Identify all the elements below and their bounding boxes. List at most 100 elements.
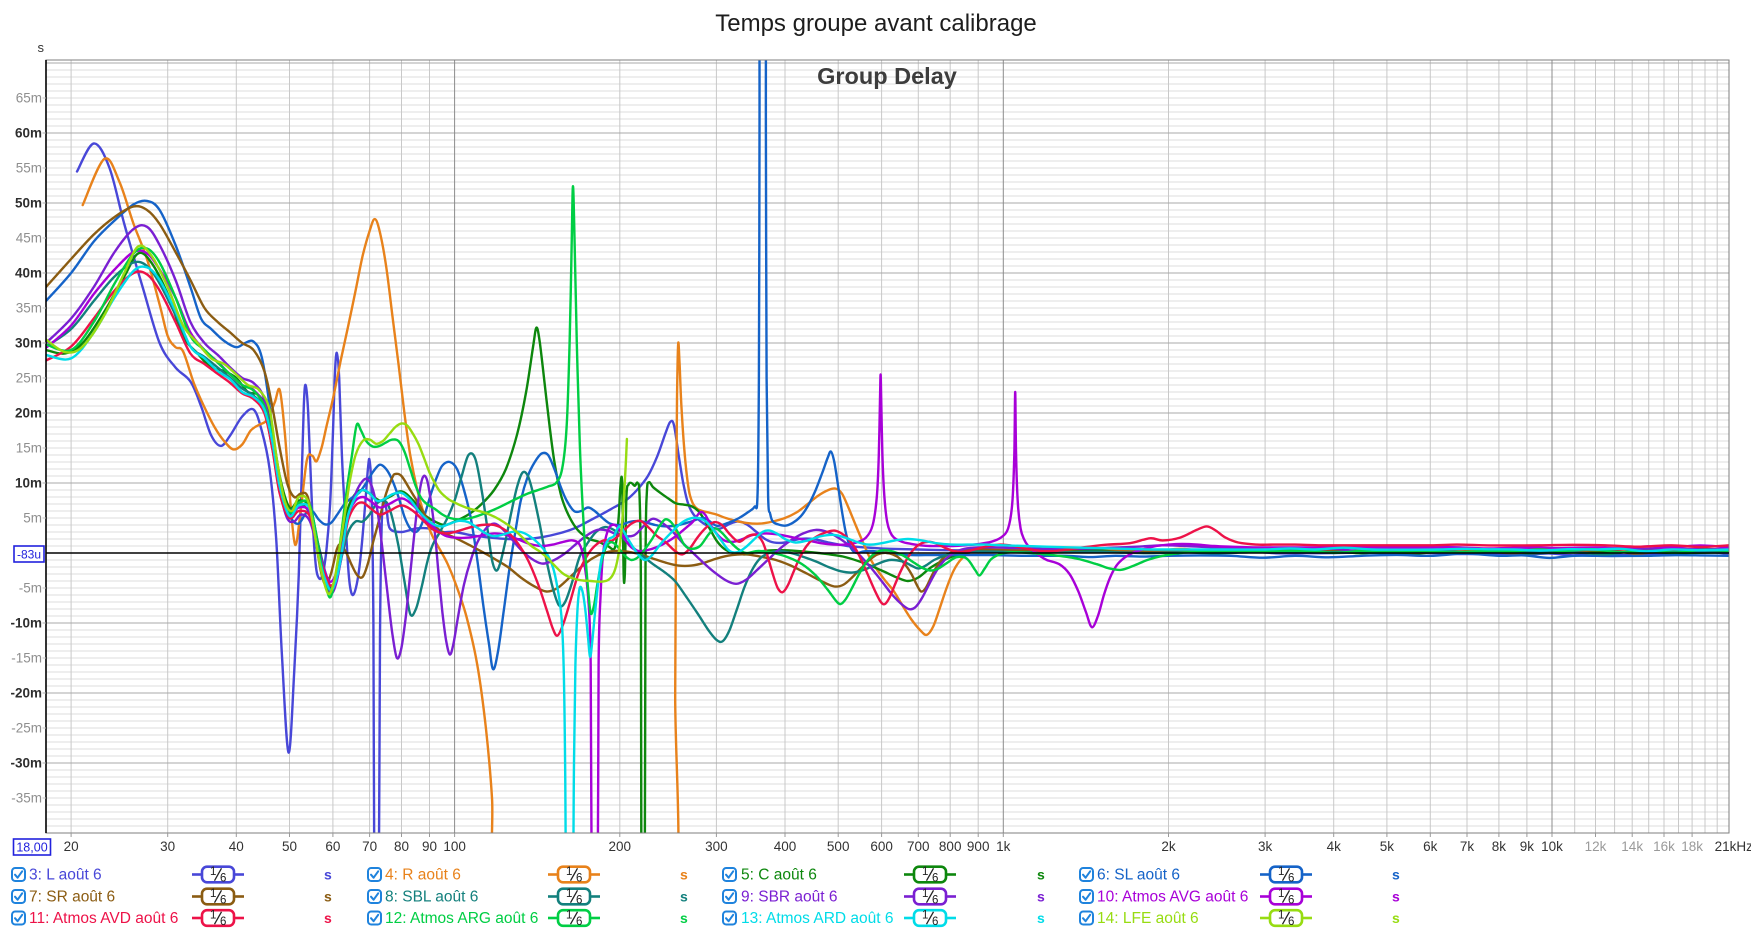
svg-text:60: 60 bbox=[325, 839, 340, 854]
svg-text:45m: 45m bbox=[16, 231, 42, 246]
svg-text:s: s bbox=[680, 888, 688, 904]
svg-text:600: 600 bbox=[870, 839, 893, 854]
svg-text:30: 30 bbox=[160, 839, 175, 854]
svg-text:Group Delay: Group Delay bbox=[817, 63, 957, 89]
svg-text:5k: 5k bbox=[1380, 839, 1395, 854]
svg-text:12k: 12k bbox=[1585, 839, 1607, 854]
svg-text:10: Atmos AVG août 6: 10: Atmos AVG août 6 bbox=[1097, 888, 1248, 905]
svg-text:10k: 10k bbox=[1541, 839, 1563, 854]
svg-text:s: s bbox=[1392, 866, 1400, 882]
svg-text:55m: 55m bbox=[16, 161, 42, 176]
svg-text:3k: 3k bbox=[1258, 839, 1273, 854]
svg-text:15m: 15m bbox=[16, 441, 42, 456]
svg-text:8: SBL août 6: 8: SBL août 6 bbox=[385, 888, 478, 905]
svg-text:3: L août 6: 3: L août 6 bbox=[29, 866, 102, 883]
svg-text:11: Atmos AVD août 6: 11: Atmos AVD août 6 bbox=[29, 910, 178, 927]
svg-text:1: 1 bbox=[210, 888, 216, 900]
svg-text:6: 6 bbox=[1288, 916, 1294, 928]
svg-text:65m: 65m bbox=[16, 91, 42, 106]
svg-text:1: 1 bbox=[210, 910, 216, 922]
svg-text:7: SR août 6: 7: SR août 6 bbox=[29, 888, 115, 905]
svg-text:20m: 20m bbox=[15, 406, 42, 421]
svg-text:s: s bbox=[1037, 888, 1045, 904]
svg-text:s: s bbox=[38, 40, 45, 55]
svg-text:200: 200 bbox=[609, 839, 632, 854]
svg-text:1: 1 bbox=[922, 866, 928, 878]
svg-text:6: 6 bbox=[576, 873, 582, 885]
svg-text:s: s bbox=[324, 866, 332, 882]
svg-text:-20m: -20m bbox=[10, 686, 42, 701]
svg-text:1: 1 bbox=[1278, 910, 1284, 922]
svg-text:5m: 5m bbox=[23, 511, 42, 526]
svg-text:6: 6 bbox=[932, 895, 938, 907]
svg-text:7k: 7k bbox=[1460, 839, 1475, 854]
svg-text:6k: 6k bbox=[1423, 839, 1438, 854]
svg-text:14k: 14k bbox=[1621, 839, 1643, 854]
svg-text:16k: 16k bbox=[1653, 839, 1675, 854]
svg-text:35m: 35m bbox=[16, 301, 42, 316]
svg-text:21kHz: 21kHz bbox=[1715, 839, 1751, 854]
svg-text:400: 400 bbox=[774, 839, 797, 854]
svg-text:20: 20 bbox=[64, 839, 79, 854]
svg-text:8k: 8k bbox=[1492, 839, 1507, 854]
svg-text:800: 800 bbox=[939, 839, 962, 854]
svg-text:6: SL août 6: 6: SL août 6 bbox=[1097, 866, 1180, 883]
svg-text:12: Atmos ARG août 6: 12: Atmos ARG août 6 bbox=[385, 910, 538, 927]
svg-text:s: s bbox=[680, 866, 688, 882]
svg-text:50: 50 bbox=[282, 839, 297, 854]
svg-text:Temps groupe avant calibrage: Temps groupe avant calibrage bbox=[715, 10, 1037, 37]
svg-text:s: s bbox=[324, 910, 332, 926]
svg-text:1: 1 bbox=[566, 888, 572, 900]
svg-text:s: s bbox=[1392, 910, 1400, 926]
svg-text:s: s bbox=[680, 910, 688, 926]
svg-text:5: C août 6: 5: C août 6 bbox=[741, 866, 817, 883]
svg-text:100: 100 bbox=[443, 839, 466, 854]
svg-text:6: 6 bbox=[220, 895, 226, 907]
svg-text:9k: 9k bbox=[1520, 839, 1535, 854]
svg-text:6: 6 bbox=[576, 916, 582, 928]
svg-text:80: 80 bbox=[394, 839, 409, 854]
svg-text:2k: 2k bbox=[1161, 839, 1176, 854]
svg-text:18k: 18k bbox=[1681, 839, 1703, 854]
svg-text:18,00: 18,00 bbox=[16, 841, 47, 855]
svg-text:6: 6 bbox=[1288, 895, 1294, 907]
svg-text:-83u: -83u bbox=[17, 548, 41, 562]
svg-text:1: 1 bbox=[566, 866, 572, 878]
svg-text:4k: 4k bbox=[1327, 839, 1342, 854]
svg-text:40m: 40m bbox=[15, 266, 42, 281]
svg-text:1: 1 bbox=[922, 888, 928, 900]
svg-text:25m: 25m bbox=[16, 371, 42, 386]
svg-text:6: 6 bbox=[220, 916, 226, 928]
svg-text:14: LFE août 6: 14: LFE août 6 bbox=[1097, 910, 1199, 927]
svg-text:50m: 50m bbox=[15, 196, 42, 211]
svg-text:6: 6 bbox=[932, 916, 938, 928]
svg-text:6: 6 bbox=[932, 873, 938, 885]
svg-text:6: 6 bbox=[1288, 873, 1294, 885]
svg-text:-25m: -25m bbox=[11, 721, 42, 736]
svg-text:-5m: -5m bbox=[19, 581, 42, 596]
svg-text:1: 1 bbox=[210, 866, 216, 878]
svg-text:13: Atmos ARD août 6: 13: Atmos ARD août 6 bbox=[741, 910, 894, 927]
svg-text:s: s bbox=[1037, 910, 1045, 926]
svg-text:90: 90 bbox=[422, 839, 437, 854]
svg-text:700: 700 bbox=[907, 839, 930, 854]
svg-text:1: 1 bbox=[1278, 888, 1284, 900]
svg-text:500: 500 bbox=[827, 839, 850, 854]
svg-text:900: 900 bbox=[967, 839, 990, 854]
svg-text:9: SBR août 6: 9: SBR août 6 bbox=[741, 888, 838, 905]
svg-text:1: 1 bbox=[922, 910, 928, 922]
svg-text:70: 70 bbox=[362, 839, 377, 854]
svg-text:-30m: -30m bbox=[10, 756, 42, 771]
svg-text:-10m: -10m bbox=[10, 616, 42, 631]
svg-text:40: 40 bbox=[229, 839, 244, 854]
svg-text:s: s bbox=[324, 888, 332, 904]
svg-text:-35m: -35m bbox=[11, 791, 42, 806]
svg-text:1: 1 bbox=[566, 910, 572, 922]
svg-text:1: 1 bbox=[1278, 866, 1284, 878]
svg-text:4: R août 6: 4: R août 6 bbox=[385, 866, 461, 883]
svg-text:30m: 30m bbox=[15, 336, 42, 351]
svg-text:1k: 1k bbox=[996, 839, 1011, 854]
svg-text:6: 6 bbox=[220, 873, 226, 885]
svg-text:6: 6 bbox=[576, 895, 582, 907]
svg-text:60m: 60m bbox=[15, 126, 42, 141]
